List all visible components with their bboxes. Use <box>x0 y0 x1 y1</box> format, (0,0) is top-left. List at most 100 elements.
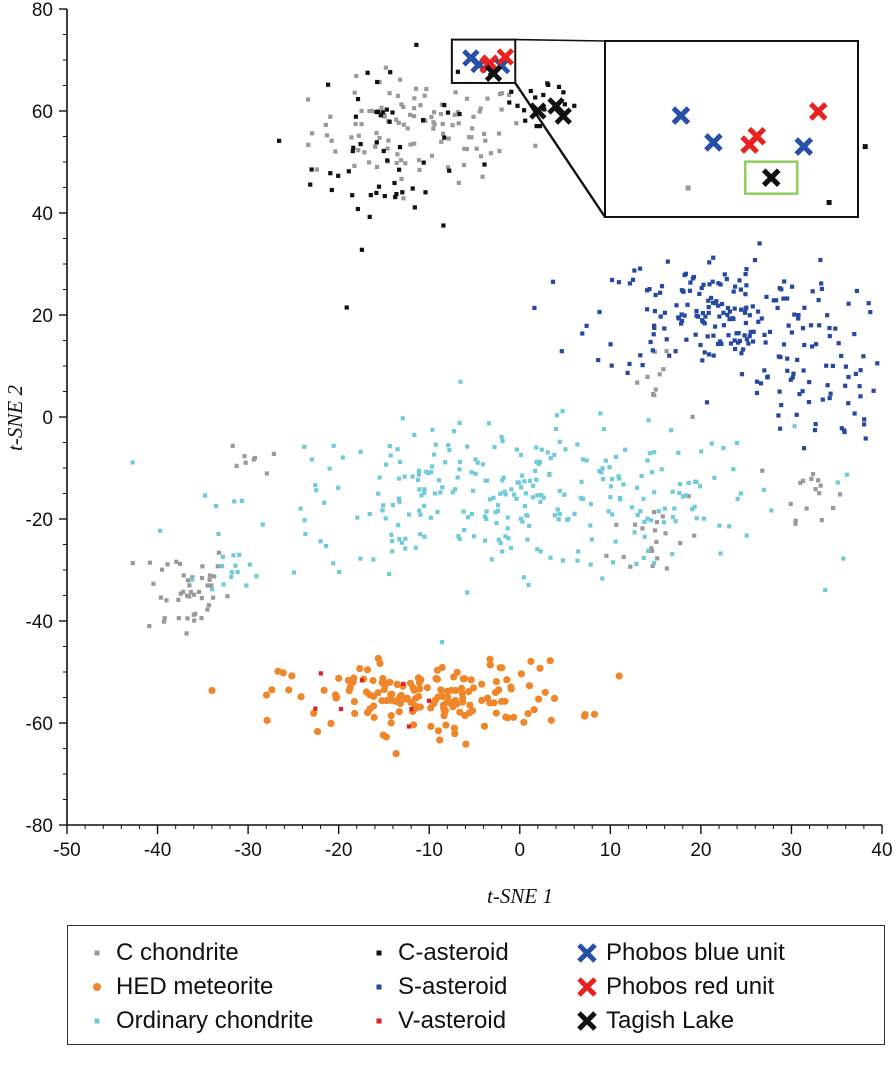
ordinary-chondrite-point <box>371 557 376 562</box>
c-asteroid-point <box>277 138 282 143</box>
s-asteroid-point <box>717 314 722 319</box>
c-chondrite-point <box>664 349 669 354</box>
ordinary-chondrite-point <box>506 536 511 541</box>
s-asteroid-point <box>796 313 801 318</box>
s-asteroid-point <box>711 255 716 260</box>
ordinary-chondrite-point <box>617 476 622 481</box>
c-chondrite-point <box>462 146 467 151</box>
hed-meteorite-point <box>395 708 403 716</box>
x-tick-label: -40 <box>144 840 171 861</box>
ordinary-chondrite-point <box>635 512 640 518</box>
s-asteroid-point <box>857 384 862 389</box>
c-chondrite-point <box>654 539 659 545</box>
ordinary-chondrite-point <box>677 482 683 487</box>
hed-meteorite-point <box>433 666 441 674</box>
s-asteroid-point <box>716 281 721 286</box>
inset-panel <box>604 40 859 218</box>
s-asteroid-point <box>824 363 829 368</box>
c-chondrite-point <box>382 114 387 119</box>
c-chondrite-point <box>655 556 660 561</box>
s-asteroid-point <box>802 446 807 451</box>
ordinary-chondrite-point <box>337 569 342 574</box>
legend: C chondrite HED meteorite Ordinary chondri… <box>67 925 885 1045</box>
ordinary-chondrite-point <box>473 471 478 476</box>
s-asteroid-point <box>861 354 866 359</box>
s-asteroid-point <box>862 422 867 427</box>
c-chondrite-point <box>401 122 406 127</box>
ordinary-chondrite-point <box>465 590 470 595</box>
c-chondrite-point <box>205 583 210 588</box>
ordinary-chondrite-point <box>608 484 613 489</box>
c-chondrite-point <box>184 631 189 636</box>
axes: -50 -40 -30 -20 -10 0 10 20 30 40 80 60 40 20 0 -20 -40 -… <box>26 0 893 861</box>
ordinary-chondrite-point <box>433 442 438 447</box>
ordinary-chondrite-point <box>462 528 467 533</box>
s-asteroid-point <box>710 300 716 305</box>
c-chondrite-point <box>174 559 179 564</box>
s-asteroid-point <box>706 310 711 315</box>
c-chondrite-point <box>230 443 235 448</box>
v-asteroid-point <box>318 671 323 676</box>
ordinary-chondrite-point <box>563 447 568 452</box>
legend-square-marker <box>376 950 382 956</box>
s-asteroid-point <box>610 277 615 283</box>
c-chondrite-point <box>650 563 655 568</box>
s-asteroid-point <box>616 280 621 285</box>
ordinary-chondrite-point <box>400 416 405 421</box>
c-chondrite-point <box>328 114 333 119</box>
ordinary-chondrite-point <box>598 411 603 416</box>
ordinary-chondrite-point <box>492 445 497 450</box>
hed-meteorite-point <box>363 709 372 717</box>
s-asteroid-point <box>667 353 672 358</box>
legend-marker-c-chondrite <box>94 950 100 956</box>
ordinary-chondrite-point <box>761 487 766 492</box>
ordinary-chondrite-point <box>396 496 401 501</box>
s-asteroid-point <box>810 289 815 294</box>
s-asteroid-point <box>710 279 715 284</box>
s-asteroid-point <box>680 318 685 324</box>
hed-meteorite-point <box>356 665 364 673</box>
s-asteroid-point <box>702 350 707 355</box>
c-chondrite-point <box>654 520 660 525</box>
ordinary-chondrite-point <box>600 576 605 581</box>
c-chondrite-point <box>692 533 697 538</box>
c-asteroid-point <box>534 124 539 129</box>
ordinary-chondrite-point <box>291 570 297 575</box>
c-chondrite-point <box>445 165 451 170</box>
hed-meteorite-point <box>374 654 382 663</box>
ordinary-chondrite-point <box>511 492 517 497</box>
c-chondrite-point <box>635 380 640 385</box>
legend-marker-tagish-lake <box>577 1011 597 1031</box>
tagish-lake-marker <box>484 64 503 82</box>
s-asteroid-point <box>747 334 752 339</box>
hed-meteorite-point <box>460 675 469 683</box>
hed-meteorite-point <box>351 709 359 718</box>
s-asteroid-point <box>714 299 719 304</box>
ordinary-chondrite-point <box>717 523 722 528</box>
legend-square-marker <box>376 984 382 990</box>
ordinary-chondrite-point <box>538 499 543 504</box>
ordinary-chondrite-point <box>418 512 423 517</box>
inset-c-asteroid-point <box>862 144 868 150</box>
c-chondrite-point <box>215 564 220 569</box>
s-asteroid-point <box>703 314 708 319</box>
c-asteroid-point <box>445 110 451 115</box>
ordinary-chondrite-point <box>509 487 514 492</box>
ordinary-chondrite-point <box>576 549 581 554</box>
ordinary-chondrite-point <box>614 454 619 459</box>
ordinary-chondrite-point <box>397 499 402 504</box>
c-asteroid-point <box>382 194 387 199</box>
hed-meteorite-point <box>416 685 424 693</box>
c-chondrite-point <box>314 167 319 172</box>
c-chondrite-point <box>164 598 169 603</box>
s-asteroid-point <box>652 323 657 328</box>
c-chondrite-point <box>412 114 417 119</box>
ordinary-chondrite-point <box>534 459 539 464</box>
hed-meteorite-point <box>436 736 444 744</box>
ordinary-chondrite-point <box>823 587 828 593</box>
c-asteroid-point <box>397 145 403 150</box>
c-chondrite-point <box>439 139 444 144</box>
c-chondrite-point <box>483 138 488 143</box>
c-chondrite-point <box>211 595 216 600</box>
inset-tagish-lake-marker <box>761 168 781 187</box>
